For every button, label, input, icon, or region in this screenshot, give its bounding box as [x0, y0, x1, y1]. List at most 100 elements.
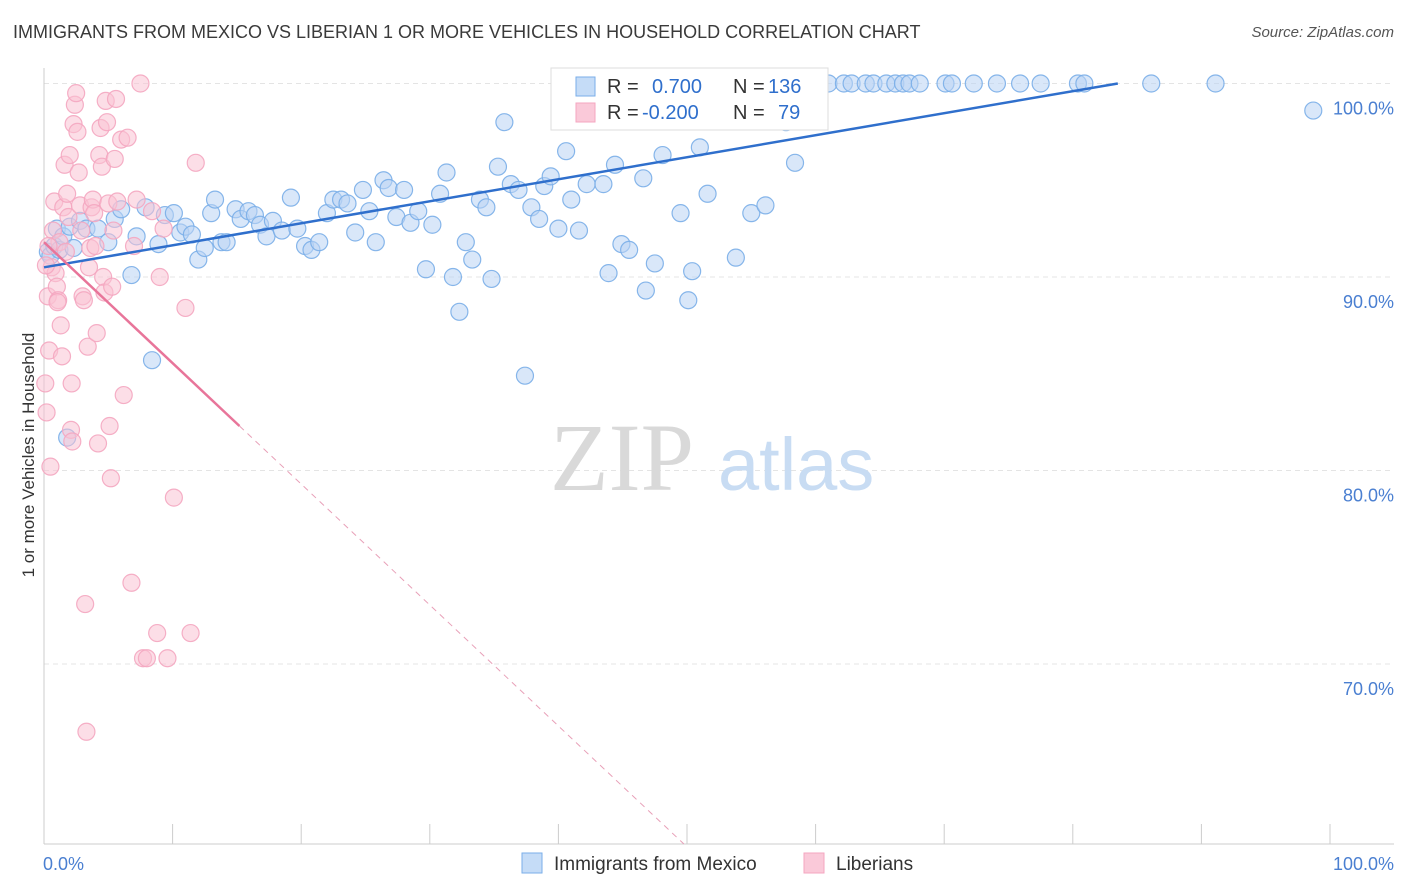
- point-liberians-13: [52, 347, 72, 366]
- point-mexico-120: [910, 74, 929, 93]
- point-liberians-56: [108, 192, 127, 211]
- point-mexico-73: [515, 366, 535, 385]
- point-mexico-69: [488, 157, 508, 176]
- stats-swatch-mexico: [575, 76, 596, 97]
- watermark-zip: ZIP: [550, 404, 694, 511]
- y-tick-labels: 70.0% 80.0% 90.0% 100.0%: [1333, 98, 1394, 699]
- legend-swatch-liberians: [803, 852, 825, 874]
- trend-line-mexico: [43, 82, 1119, 269]
- stats-r-value-1: -0.200: [642, 102, 699, 124]
- point-mexico-18: [142, 351, 162, 370]
- legend-swatch-mexico: [521, 852, 543, 874]
- point-mexico-108: [785, 153, 805, 172]
- point-mexico-129: [1142, 74, 1161, 93]
- point-mexico-95: [679, 291, 698, 310]
- point-liberians-0: [36, 374, 55, 393]
- point-mexico-67: [477, 198, 496, 217]
- point-mexico-80: [562, 190, 581, 209]
- point-liberians-12: [51, 316, 70, 335]
- stats-n-label-0: N =: [733, 76, 765, 98]
- point-liberians-71: [164, 488, 183, 507]
- point-mexico-43: [310, 233, 329, 252]
- point-liberians-39: [86, 236, 105, 256]
- point-liberians-65: [137, 649, 156, 668]
- legend-label-mexico: Immigrants from Mexico: [554, 854, 757, 875]
- y-tick-label-1: 80.0%: [1343, 486, 1394, 506]
- point-liberians-73: [181, 623, 200, 643]
- point-mexico-81: [569, 221, 589, 240]
- point-liberians-41: [88, 434, 108, 453]
- point-liberians-31: [76, 594, 95, 614]
- point-mexico-48: [346, 223, 365, 242]
- point-mexico-126: [1031, 74, 1050, 93]
- point-mexico-55: [394, 180, 414, 200]
- point-liberians-16: [56, 242, 75, 261]
- bottom-legend: Immigrants from Mexico Liberians: [521, 852, 913, 875]
- point-mexico-102: [726, 248, 745, 267]
- point-liberians-25: [68, 122, 87, 141]
- point-liberians-19: [60, 145, 79, 165]
- point-mexico-63: [450, 302, 469, 321]
- watermark-atlas: atlas: [718, 423, 874, 506]
- point-liberians-69: [154, 219, 173, 238]
- stats-r-label-0: R =: [607, 76, 639, 98]
- point-liberians-48: [97, 113, 117, 132]
- point-liberians-52: [103, 277, 122, 296]
- point-liberians-33: [78, 337, 97, 356]
- point-liberians-24: [67, 84, 86, 103]
- watermark: ZIP atlas: [550, 404, 874, 511]
- point-mexico-98: [698, 184, 717, 203]
- point-mexico-122: [942, 74, 962, 93]
- point-mexico-75: [530, 209, 549, 229]
- point-mexico-82: [577, 175, 596, 194]
- point-liberians-32: [77, 722, 96, 741]
- stats-r-label-1: R =: [607, 102, 639, 124]
- point-mexico-79: [557, 142, 576, 161]
- point-mexico-104: [742, 204, 761, 223]
- point-mexico-51: [366, 233, 385, 252]
- point-mexico-61: [437, 163, 456, 182]
- point-liberians-75: [48, 293, 67, 312]
- stats-n-label-1: N =: [733, 102, 765, 124]
- stats-legend-box: R = 0.700 N = 136 R = -0.200 N = 79: [550, 67, 829, 131]
- point-liberians-72: [176, 298, 195, 318]
- point-mexico-53: [379, 178, 398, 198]
- point-liberians-74: [186, 153, 205, 172]
- series-mexico-points: [38, 74, 1323, 447]
- point-liberians-28: [72, 221, 91, 240]
- point-mexico-84: [599, 264, 618, 283]
- point-mexico-49: [353, 180, 373, 200]
- point-liberians-59: [118, 128, 137, 147]
- point-mexico-59: [423, 215, 442, 234]
- point-liberians-58: [114, 385, 133, 405]
- point-liberians-76: [62, 374, 81, 393]
- point-mexico-68: [482, 269, 501, 289]
- point-mexico-94: [671, 204, 690, 223]
- point-mexico-125: [1010, 74, 1030, 93]
- axes: [43, 68, 1394, 845]
- point-mexico-92: [653, 145, 672, 165]
- point-mexico-83: [594, 175, 613, 194]
- point-mexico-89: [634, 169, 653, 188]
- point-mexico-47: [338, 194, 357, 213]
- point-mexico-87: [620, 240, 639, 260]
- chart-source: Source: ZipAtlas.com: [1251, 24, 1394, 41]
- stats-r-value-0: 0.700: [652, 76, 702, 98]
- trend-lines: [43, 82, 1119, 845]
- point-mexico-28: [205, 190, 225, 209]
- grid-lines: [44, 82, 1394, 665]
- point-mexico-96: [683, 262, 702, 281]
- point-liberians-68: [150, 267, 169, 287]
- legend-label-liberians: Liberians: [836, 854, 913, 875]
- point-liberians-55: [106, 89, 126, 109]
- chart-title: IMMIGRANTS FROM MEXICO VS LIBERIAN 1 OR …: [13, 22, 921, 42]
- point-liberians-54: [105, 149, 124, 169]
- point-liberians-26: [69, 163, 88, 182]
- point-mexico-70: [495, 113, 514, 132]
- stats-n-value-1: 79: [778, 102, 800, 124]
- point-liberians-30: [74, 291, 93, 310]
- point-liberians-40: [87, 324, 106, 343]
- point-liberians-21: [63, 432, 82, 451]
- trend-line-liberians-extension: [239, 425, 685, 845]
- point-mexico-58: [416, 260, 436, 279]
